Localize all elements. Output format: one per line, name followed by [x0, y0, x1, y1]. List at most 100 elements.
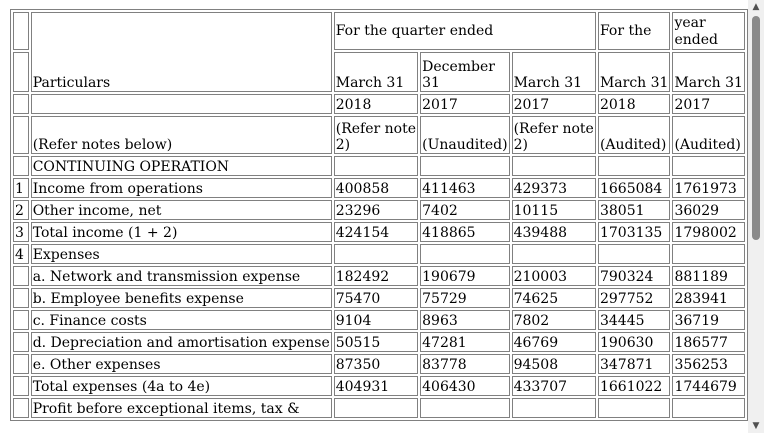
value-cell: 404931: [333, 376, 419, 396]
row-label-cell: Expenses: [30, 244, 332, 264]
row-label-cell: d. Depreciation and amortisation expense: [30, 332, 332, 352]
col-note-header: (Unaudited): [420, 116, 510, 154]
vertical-scrollbar[interactable]: ▲ ▼: [748, 0, 764, 433]
col-year-header: 2018: [597, 94, 671, 114]
row-number-cell: [13, 354, 29, 374]
row-label-cell: Total expenses (4a to 4e): [30, 376, 332, 396]
value-cell: 1665084: [597, 178, 671, 198]
header-no-cell: [13, 94, 29, 114]
value-cell: [597, 398, 671, 418]
row-number-cell: [13, 310, 29, 330]
table-row: d. Depreciation and amortisation expense…: [13, 332, 745, 352]
table-row: Profit before exceptional items, tax &: [13, 398, 745, 418]
header-no-cell: [13, 116, 29, 154]
value-cell: 1744679: [672, 376, 745, 396]
value-cell: 7402: [420, 200, 510, 220]
row-label-cell: CONTINUING OPERATION: [30, 156, 332, 176]
header-no-cell: [13, 52, 29, 92]
value-cell: [511, 398, 596, 418]
table-row: 2 Other income, net 23296 7402 10115 38051 360…: [13, 200, 745, 220]
refer-notes-label: (Refer notes below): [30, 116, 332, 154]
value-cell: [420, 244, 510, 264]
value-cell: 790324: [597, 266, 671, 286]
col-note-header: (Refer note 2): [333, 116, 419, 154]
value-cell: [597, 244, 671, 264]
value-cell: 94508: [511, 354, 596, 374]
for-the-header: For the: [597, 12, 671, 50]
value-cell: 424154: [333, 222, 419, 242]
value-cell: 190679: [420, 266, 510, 286]
value-cell: 8963: [420, 310, 510, 330]
header-blank-cell: [30, 94, 332, 114]
value-cell: 87350: [333, 354, 419, 374]
value-cell: 1703135: [597, 222, 671, 242]
row-number-cell: [13, 156, 29, 176]
row-label-cell: c. Finance costs: [30, 310, 332, 330]
value-cell: 83778: [420, 354, 510, 374]
row-label-cell: e. Other expenses: [30, 354, 332, 374]
value-cell: 186577: [672, 332, 745, 352]
value-cell: [420, 156, 510, 176]
value-cell: [672, 244, 745, 264]
row-label-cell: Total income (1 + 2): [30, 222, 332, 242]
value-cell: 1798002: [672, 222, 745, 242]
value-cell: 38051: [597, 200, 671, 220]
col-month-header: March 31: [333, 52, 419, 92]
col-year-header: 2018: [333, 94, 419, 114]
col-month-header: March 31: [672, 52, 745, 92]
row-number-cell: 4: [13, 244, 29, 264]
value-cell: 210003: [511, 266, 596, 286]
financial-results-table: Particulars For the quarter ended For th…: [10, 9, 748, 421]
row-number-cell: 2: [13, 200, 29, 220]
scrollbar-thumb[interactable]: [752, 16, 760, 240]
col-note-header: (Audited): [672, 116, 745, 154]
table-row: c. Finance costs 9104 8963 7802 34445 36719: [13, 310, 745, 330]
value-cell: 34445: [597, 310, 671, 330]
value-cell: 47281: [420, 332, 510, 352]
value-cell: [672, 156, 745, 176]
row-number-cell: [13, 288, 29, 308]
value-cell: 46769: [511, 332, 596, 352]
value-cell: 75729: [420, 288, 510, 308]
value-cell: 23296: [333, 200, 419, 220]
value-cell: [333, 398, 419, 418]
value-cell: 75470: [333, 288, 419, 308]
row-number-cell: [13, 376, 29, 396]
table-row: 1 Income from operations 400858 411463 42937…: [13, 178, 745, 198]
row-number-cell: [13, 266, 29, 286]
value-cell: 36719: [672, 310, 745, 330]
quarter-group-header: For the quarter ended: [333, 12, 596, 50]
row-number-cell: 3: [13, 222, 29, 242]
value-cell: 439488: [511, 222, 596, 242]
header-row-3: 2018 2017 2017 2018 2017: [13, 94, 745, 114]
value-cell: 182492: [333, 266, 419, 286]
value-cell: 356253: [672, 354, 745, 374]
table-row: a. Network and transmission expense 18249…: [13, 266, 745, 286]
value-cell: [511, 156, 596, 176]
row-label-cell: Income from operations: [30, 178, 332, 198]
header-no-cell: [13, 12, 29, 50]
col-month-header: March 31: [597, 52, 671, 92]
value-cell: 1661022: [597, 376, 671, 396]
value-cell: 10115: [511, 200, 596, 220]
header-row-1: Particulars For the quarter ended For th…: [13, 12, 745, 92]
value-cell: [333, 244, 419, 264]
scroll-up-arrow-icon[interactable]: ▲: [752, 2, 760, 12]
value-cell: 411463: [420, 178, 510, 198]
value-cell: 9104: [333, 310, 419, 330]
value-cell: [597, 156, 671, 176]
value-cell: [420, 398, 510, 418]
value-cell: [672, 398, 745, 418]
value-cell: 347871: [597, 354, 671, 374]
table-row: CONTINUING OPERATION: [13, 156, 745, 176]
row-label-cell: a. Network and transmission expense: [30, 266, 332, 286]
row-number-cell: [13, 398, 29, 418]
col-month-header: December 31: [420, 52, 510, 92]
col-note-header: (Refer note 2): [511, 116, 596, 154]
value-cell: 418865: [420, 222, 510, 242]
value-cell: 190630: [597, 332, 671, 352]
scroll-down-arrow-icon[interactable]: ▼: [752, 421, 760, 431]
value-cell: 283941: [672, 288, 745, 308]
table-row: b. Employee benefits expense 75470 75729 74…: [13, 288, 745, 308]
col-year-header: 2017: [511, 94, 596, 114]
